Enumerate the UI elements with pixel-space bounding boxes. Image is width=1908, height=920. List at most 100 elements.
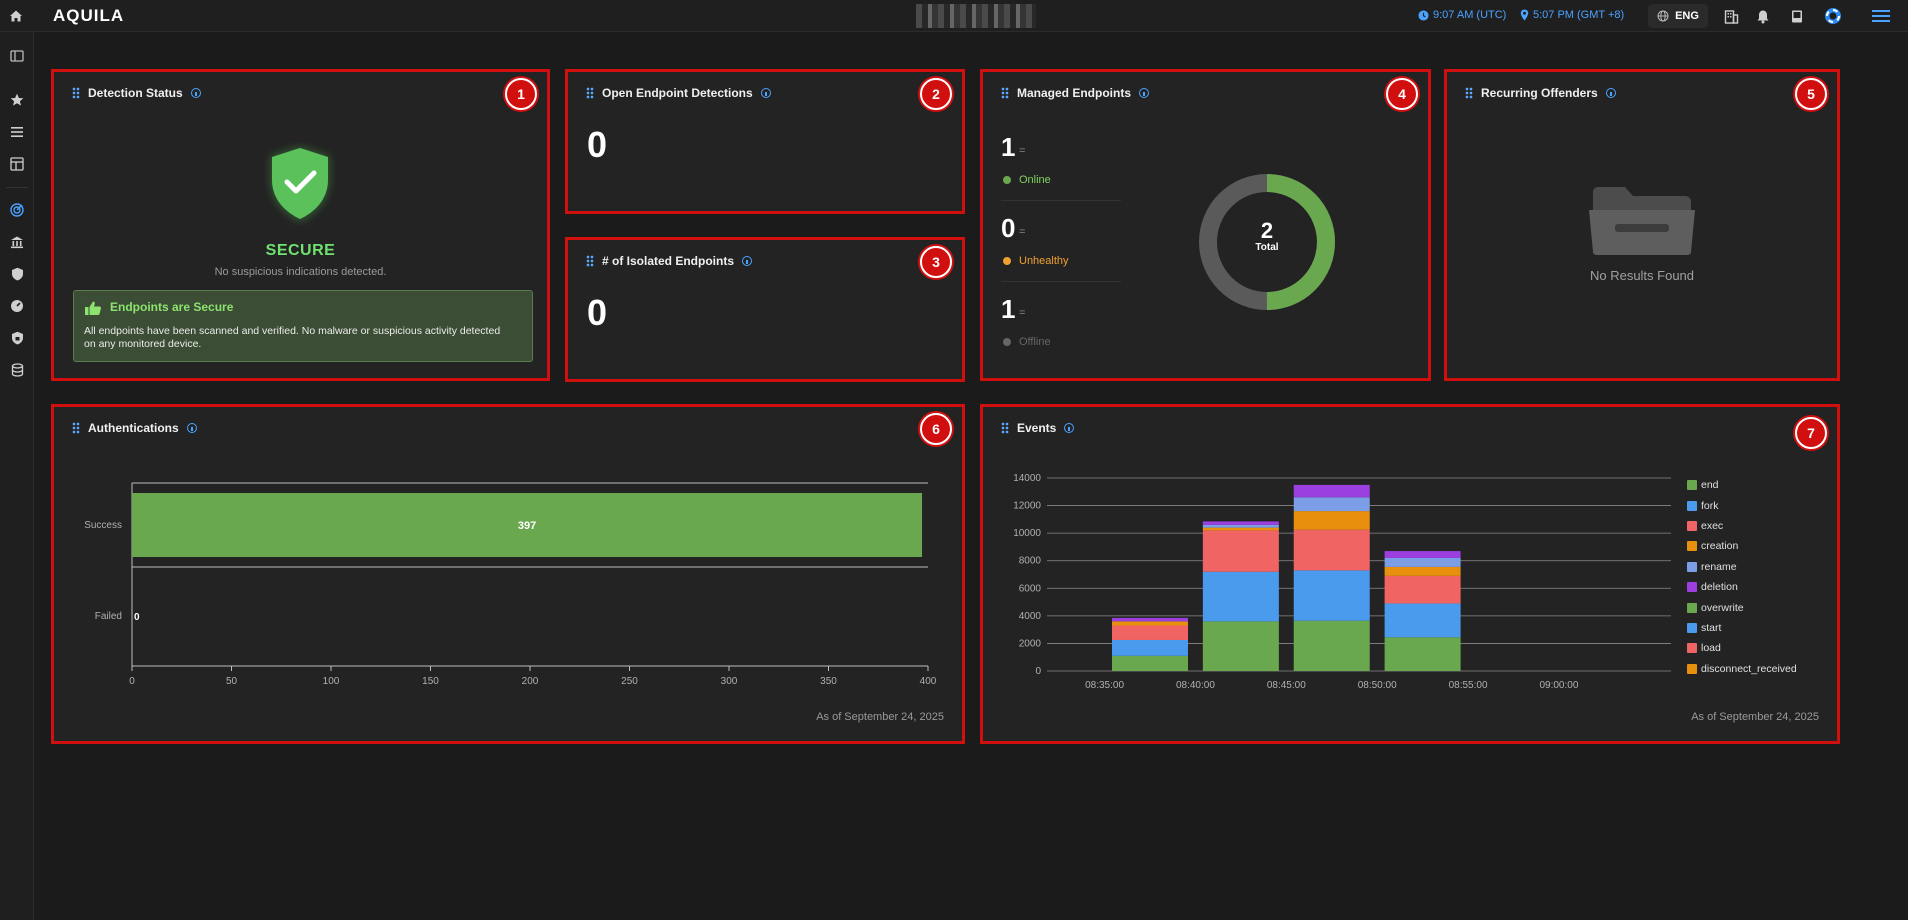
info-icon[interactable]	[742, 256, 753, 266]
legend-label: end	[1701, 479, 1719, 492]
legend-item-end[interactable]: end	[1687, 475, 1797, 495]
bar-segment-deletion[interactable]	[1293, 484, 1370, 498]
panel-toggle-icon[interactable]	[7, 46, 27, 66]
legend-item-overwrite[interactable]: overwrite	[1687, 597, 1797, 617]
database-icon[interactable]	[7, 360, 27, 380]
list-icon[interactable]	[7, 122, 27, 142]
legend-item-deletion[interactable]: deletion	[1687, 577, 1797, 597]
bar-segment-end[interactable]	[1384, 637, 1461, 671]
y-tick-label: 4000	[1019, 611, 1042, 622]
bar-segment-rename[interactable]	[1384, 557, 1461, 567]
drag-handle-icon[interactable]	[586, 87, 594, 99]
bar-success[interactable]	[132, 493, 923, 557]
donut-online-arc	[1199, 174, 1335, 310]
bar-segment-fork[interactable]	[1202, 571, 1279, 622]
info-icon[interactable]	[760, 88, 771, 98]
bar-segment-exec[interactable]	[1384, 575, 1461, 604]
layout-icon[interactable]	[7, 154, 27, 174]
location-pin-icon	[1520, 9, 1529, 21]
help-lifebuoy-icon[interactable]	[1824, 7, 1842, 25]
bell-icon[interactable]	[1754, 7, 1772, 25]
y-tick-label: Success	[84, 520, 122, 531]
radar-icon[interactable]	[7, 200, 27, 220]
info-icon[interactable]	[190, 88, 201, 98]
x-tick-label: 0	[129, 676, 135, 687]
legend-item-rename[interactable]: rename	[1687, 557, 1797, 577]
bar-segment-deletion[interactable]	[1202, 521, 1279, 525]
y-tick-label: 6000	[1019, 583, 1042, 594]
bar-segment-exec[interactable]	[1293, 529, 1370, 571]
annotation-badge: 1	[505, 78, 537, 110]
drag-handle-icon[interactable]	[1001, 87, 1009, 99]
drag-handle-icon[interactable]	[586, 255, 594, 267]
panel-header: Recurring Offenders	[1465, 86, 1616, 100]
legend-swatch	[1687, 520, 1697, 531]
star-icon[interactable]	[7, 90, 27, 110]
bar-segment-exec[interactable]	[1111, 625, 1188, 640]
hamburger-menu-icon[interactable]	[1872, 7, 1890, 25]
panel-header: Managed Endpoints	[1001, 86, 1149, 100]
legend-item-disconnect_received[interactable]: disconnect_received	[1687, 659, 1797, 679]
offline-label: Offline	[1019, 336, 1051, 348]
y-tick-label: 12000	[1013, 501, 1041, 512]
x-tick-label: 08:40:00	[1176, 680, 1215, 691]
bar-segment-creation[interactable]	[1384, 566, 1461, 576]
unhealthy-equals: =	[1019, 226, 1026, 238]
book-icon[interactable]	[1788, 7, 1806, 25]
bar-segment-exec[interactable]	[1202, 530, 1279, 572]
legend-item-load[interactable]: load	[1687, 638, 1797, 658]
bar-segment-creation[interactable]	[1293, 511, 1370, 530]
language-selector[interactable]: ENG	[1648, 4, 1708, 28]
bar-segment-rename[interactable]	[1293, 497, 1370, 512]
x-tick-label: 300	[721, 676, 738, 687]
app-logo[interactable]: AQUILA	[53, 6, 125, 25]
bar-segment-end[interactable]	[1293, 620, 1370, 671]
bar-segment-end[interactable]	[1111, 655, 1188, 671]
bar-segment-fork[interactable]	[1293, 570, 1370, 621]
bar-segment-creation[interactable]	[1202, 527, 1279, 531]
gauge-icon[interactable]	[7, 296, 27, 316]
bar-segment-creation[interactable]	[1111, 621, 1188, 626]
building-icon[interactable]	[1722, 7, 1740, 25]
shield-lock-icon[interactable]	[7, 328, 27, 348]
annotation-badge: 5	[1795, 78, 1827, 110]
shield-icon[interactable]	[7, 264, 27, 284]
bar-segment-rename[interactable]	[1202, 524, 1279, 528]
panel-header: # of Isolated Endpoints	[586, 254, 753, 268]
alert-text: All endpoints have been scanned and veri…	[84, 325, 501, 350]
online-legend: Online	[1003, 174, 1051, 186]
as-of-date: As of September 24, 2025	[1691, 711, 1819, 723]
drag-handle-icon[interactable]	[72, 87, 80, 99]
info-icon[interactable]	[186, 423, 197, 433]
bank-icon[interactable]	[7, 232, 27, 252]
clock-icon	[1418, 9, 1429, 21]
drag-handle-icon[interactable]	[1001, 422, 1009, 434]
donut-total-label: Total	[1255, 242, 1279, 253]
bar-segment-end[interactable]	[1202, 621, 1279, 671]
legend-item-start[interactable]: start	[1687, 618, 1797, 638]
bar-data-label: 0	[134, 612, 140, 623]
panel-title: Recurring Offenders	[1481, 86, 1598, 100]
legend-label: load	[1701, 642, 1721, 655]
language-label: ENG	[1675, 10, 1699, 22]
info-icon[interactable]	[1139, 88, 1149, 98]
home-icon[interactable]	[6, 6, 26, 26]
x-tick-label: 08:35:00	[1085, 680, 1124, 691]
panel-title: Events	[1017, 421, 1057, 435]
info-icon[interactable]	[1064, 423, 1075, 433]
events-legend: end fork exec creation rename deletion overwri…	[1687, 475, 1797, 679]
legend-item-exec[interactable]: exec	[1687, 516, 1797, 536]
info-icon[interactable]	[1605, 88, 1616, 98]
x-tick-label: 50	[226, 676, 238, 687]
drag-handle-icon[interactable]	[72, 422, 80, 434]
drag-handle-icon[interactable]	[1465, 87, 1473, 99]
legend-item-fork[interactable]: fork	[1687, 495, 1797, 515]
bar-segment-fork[interactable]	[1384, 603, 1461, 638]
bar-segment-deletion[interactable]	[1111, 617, 1188, 622]
bar-segment-deletion[interactable]	[1384, 551, 1461, 558]
bar-segment-fork[interactable]	[1111, 639, 1188, 656]
legend-item-creation[interactable]: creation	[1687, 536, 1797, 556]
events-panel: Events 7 0 2000 4000 6000 8000 10000 12000 1400…	[980, 404, 1840, 744]
divider	[1001, 200, 1121, 201]
local-time-text: 5:07 PM (GMT +8)	[1533, 9, 1625, 21]
